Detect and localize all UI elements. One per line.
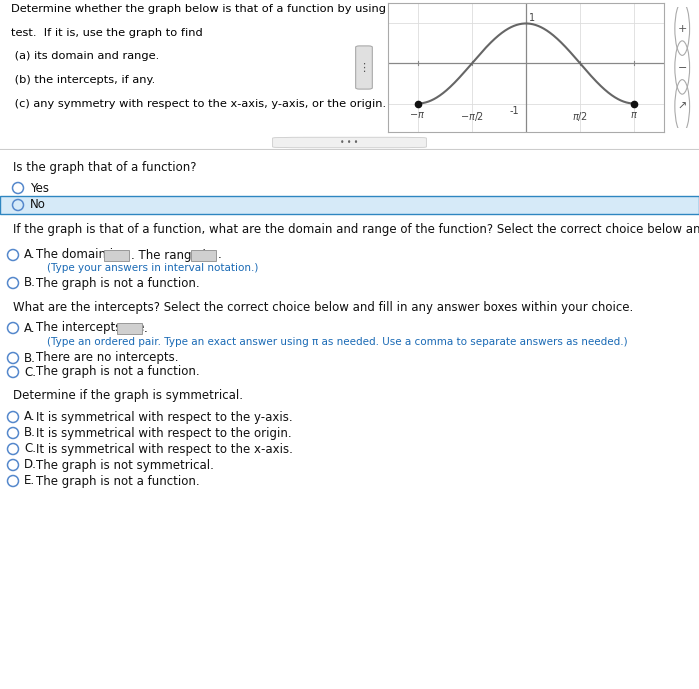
Text: It is symmetrical with respect to the origin.: It is symmetrical with respect to the or… <box>36 426 291 440</box>
Text: (b) the intercepts, if any.: (b) the intercepts, if any. <box>11 75 155 85</box>
Text: C.: C. <box>24 442 36 455</box>
Text: D.: D. <box>24 458 37 471</box>
Text: It is symmetrical with respect to the y-axis.: It is symmetrical with respect to the y-… <box>36 411 293 424</box>
Text: Is the graph that of a function?: Is the graph that of a function? <box>13 161 196 174</box>
Text: What are the intercepts? Select the correct choice below and fill in any answer : What are the intercepts? Select the corr… <box>13 300 633 313</box>
Text: The graph is not a function.: The graph is not a function. <box>36 276 200 289</box>
Text: . The range is: . The range is <box>131 249 212 262</box>
Bar <box>117 322 142 333</box>
Text: B.: B. <box>24 426 36 440</box>
Text: A.: A. <box>24 411 36 424</box>
Bar <box>104 249 129 260</box>
Text: (a) its domain and range.: (a) its domain and range. <box>11 51 159 61</box>
Text: .: . <box>218 249 222 262</box>
Text: (c) any symmetry with respect to the x-axis, y-axis, or the origin.: (c) any symmetry with respect to the x-a… <box>11 99 387 109</box>
FancyBboxPatch shape <box>356 46 373 89</box>
Text: Determine if the graph is symmetrical.: Determine if the graph is symmetrical. <box>13 389 243 402</box>
Text: • • •: • • • <box>340 138 359 147</box>
Bar <box>0 196 699 214</box>
Text: There are no intercepts.: There are no intercepts. <box>36 351 178 364</box>
Text: If the graph is that of a function, what are the domain and range of the functio: If the graph is that of a function, what… <box>13 223 699 236</box>
Text: The graph is not symmetrical.: The graph is not symmetrical. <box>36 458 214 471</box>
Text: .: . <box>144 322 147 334</box>
Text: A.: A. <box>24 249 36 262</box>
Text: $\pi/2$: $\pi/2$ <box>572 110 589 123</box>
Text: The domain is: The domain is <box>36 249 120 262</box>
Text: -1: -1 <box>510 105 519 116</box>
Text: E.: E. <box>24 475 35 488</box>
Text: −: − <box>677 63 687 72</box>
Text: Yes: Yes <box>30 181 49 194</box>
Text: $-\pi$: $-\pi$ <box>410 110 426 119</box>
Text: The intercepts are: The intercepts are <box>36 322 145 334</box>
Text: $\pi$: $\pi$ <box>630 110 638 119</box>
Text: ↗: ↗ <box>677 101 687 112</box>
Text: The graph is not a function.: The graph is not a function. <box>36 365 200 378</box>
Text: No: No <box>30 198 46 212</box>
Text: test.  If it is, use the graph to find: test. If it is, use the graph to find <box>11 28 203 38</box>
Text: B.: B. <box>24 276 36 289</box>
Text: A.: A. <box>24 322 36 334</box>
Text: +: + <box>677 23 687 34</box>
Text: (Type your answers in interval notation.): (Type your answers in interval notation.… <box>47 263 259 273</box>
Text: B.: B. <box>24 351 36 364</box>
Text: ⋮: ⋮ <box>359 63 370 72</box>
Text: It is symmetrical with respect to the x-axis.: It is symmetrical with respect to the x-… <box>36 442 293 455</box>
Text: (Type an ordered pair. Type an exact answer using π as needed. Use a comma to se: (Type an ordered pair. Type an exact ans… <box>47 337 628 347</box>
Text: The graph is not a function.: The graph is not a function. <box>36 475 200 488</box>
FancyBboxPatch shape <box>273 137 426 147</box>
Text: Determine whether the graph below is that of a function by using the vertical-li: Determine whether the graph below is tha… <box>11 4 480 14</box>
Bar <box>191 249 216 260</box>
Text: 1: 1 <box>529 14 535 23</box>
Text: C.: C. <box>24 365 36 378</box>
Text: $-\pi/2$: $-\pi/2$ <box>460 110 484 123</box>
